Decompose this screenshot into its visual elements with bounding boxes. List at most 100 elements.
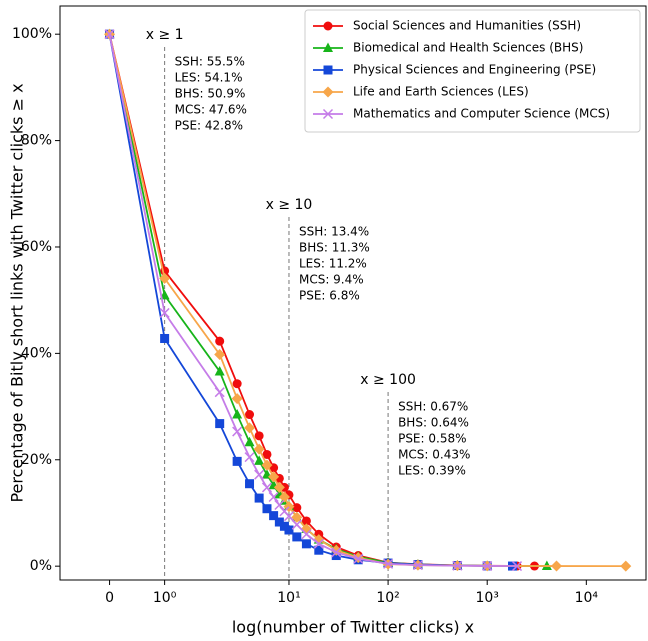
x-tick-label: 0 bbox=[105, 590, 114, 606]
marker bbox=[512, 561, 523, 572]
marker bbox=[452, 560, 463, 571]
marker bbox=[352, 552, 364, 564]
marker bbox=[292, 532, 302, 542]
annotation-text: LES: 11.2% bbox=[299, 257, 367, 271]
annotation-heading: x ≥ 10 bbox=[266, 197, 313, 213]
annotation-text: MCS: 0.43% bbox=[398, 448, 470, 462]
marker bbox=[244, 452, 255, 463]
marker bbox=[232, 426, 243, 437]
annotation-text: PSE: 6.8% bbox=[299, 289, 360, 303]
annotation-text: BHS: 11.3% bbox=[299, 241, 370, 255]
marker bbox=[550, 560, 562, 572]
x-axis-label: log(number of Twitter clicks) x bbox=[232, 618, 474, 637]
marker bbox=[215, 336, 225, 346]
legend-label: Social Sciences and Humanities (SSH) bbox=[353, 19, 581, 33]
marker bbox=[159, 307, 170, 318]
legend-label: Mathematics and Computer Science (MCS) bbox=[353, 107, 610, 121]
marker bbox=[254, 493, 264, 503]
marker bbox=[244, 436, 255, 447]
marker bbox=[254, 431, 264, 441]
annotation-text: SSH: 0.67% bbox=[398, 400, 468, 414]
y-tick-label: 100% bbox=[12, 26, 52, 42]
marker bbox=[322, 108, 334, 120]
marker bbox=[301, 539, 311, 549]
annotation-text: SSH: 13.4% bbox=[299, 225, 369, 239]
marker bbox=[292, 503, 302, 513]
marker bbox=[284, 525, 294, 535]
marker bbox=[262, 449, 272, 459]
marker bbox=[274, 517, 284, 527]
y-axis-label: Percentage of Bitly short links with Twi… bbox=[8, 83, 27, 502]
marker bbox=[301, 529, 312, 540]
marker bbox=[331, 547, 342, 558]
marker bbox=[268, 471, 280, 483]
marker bbox=[159, 272, 171, 284]
marker bbox=[273, 481, 285, 493]
marker bbox=[301, 516, 311, 526]
marker bbox=[323, 65, 333, 75]
annotation-text: SSH: 55.5% bbox=[175, 55, 245, 69]
annotation-heading: x ≥ 1 bbox=[146, 27, 184, 43]
legend-label: Physical Sciences and Engineering (PSE) bbox=[353, 63, 596, 77]
marker bbox=[269, 511, 279, 521]
marker bbox=[104, 29, 115, 40]
marker bbox=[412, 560, 423, 571]
annotation-text: LES: 54.1% bbox=[175, 71, 243, 85]
marker bbox=[313, 538, 324, 549]
marker bbox=[232, 379, 242, 389]
marker bbox=[482, 560, 493, 571]
marker bbox=[231, 393, 243, 405]
marker bbox=[291, 511, 303, 523]
annotation-text: LES: 0.39% bbox=[398, 464, 466, 478]
marker bbox=[254, 469, 265, 480]
marker bbox=[278, 491, 290, 503]
y-tick-label: 0% bbox=[30, 558, 52, 574]
marker bbox=[283, 511, 295, 522]
x-tick-label: 10⁴ bbox=[575, 590, 599, 606]
marker bbox=[274, 499, 285, 511]
marker bbox=[215, 419, 225, 429]
marker bbox=[261, 482, 273, 493]
marker bbox=[232, 456, 242, 466]
marker bbox=[214, 365, 225, 376]
marker bbox=[244, 422, 256, 434]
marker bbox=[291, 519, 302, 530]
marker bbox=[279, 521, 289, 531]
marker bbox=[245, 410, 255, 420]
annotation-text: PSE: 0.58% bbox=[398, 432, 466, 446]
x-tick-label: 10¹ bbox=[277, 590, 300, 606]
x-tick-label: 10⁰ bbox=[153, 590, 177, 606]
marker bbox=[262, 504, 272, 514]
marker bbox=[268, 491, 279, 503]
annotation-text: BHS: 50.9% bbox=[175, 87, 246, 101]
annotation-heading: x ≥ 100 bbox=[360, 372, 416, 388]
x-tick-label: 10² bbox=[376, 590, 399, 606]
marker bbox=[214, 387, 225, 398]
plot-frame bbox=[59, 5, 647, 581]
y-tick-label: 60% bbox=[21, 239, 52, 255]
marker bbox=[160, 333, 170, 343]
marker bbox=[214, 348, 226, 360]
marker bbox=[620, 560, 632, 572]
legend-label: Life and Earth Sciences (LES) bbox=[353, 85, 529, 99]
x-tick-label: 10³ bbox=[475, 590, 498, 606]
legend-box bbox=[304, 9, 641, 133]
marker bbox=[323, 21, 333, 31]
y-tick-label: 20% bbox=[21, 452, 52, 468]
marker bbox=[232, 409, 243, 419]
legend-label: Biomedical and Health Sciences (BHS) bbox=[353, 41, 583, 55]
marker bbox=[383, 558, 394, 569]
y-tick-label: 80% bbox=[21, 133, 52, 149]
annotation-text: MCS: 47.6% bbox=[175, 103, 247, 117]
marker bbox=[245, 479, 255, 489]
annotation-text: MCS: 9.4% bbox=[299, 273, 364, 287]
marker bbox=[254, 455, 265, 465]
marker bbox=[314, 545, 324, 555]
y-tick-label: 40% bbox=[21, 345, 52, 361]
annotation-text: PSE: 42.8% bbox=[175, 119, 243, 133]
marker bbox=[323, 42, 333, 52]
marker bbox=[322, 86, 334, 98]
marker bbox=[253, 443, 265, 455]
marker bbox=[261, 459, 273, 471]
